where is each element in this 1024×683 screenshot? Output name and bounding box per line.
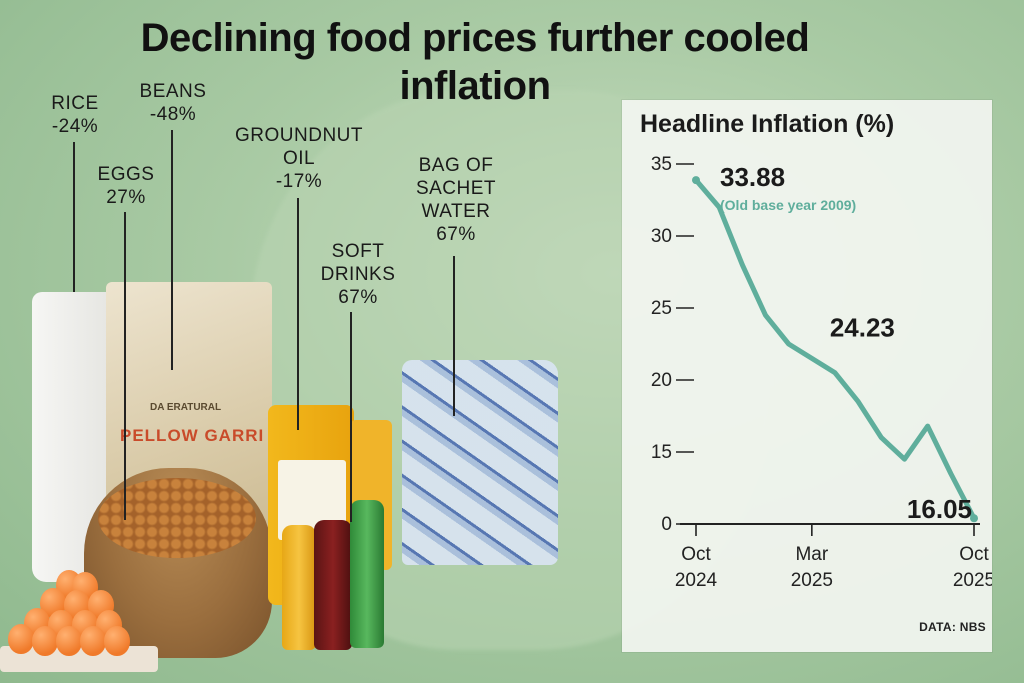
food-name: SOFT [331, 241, 385, 262]
x-tick-label: Mar [795, 544, 828, 565]
food-name-3: WATER [421, 201, 491, 222]
garri-label-text: PELLOW GARRI [120, 426, 265, 445]
garri-brand-text: DA ERATURAL [150, 402, 222, 413]
beans-image [98, 478, 256, 558]
x-tick-label: 2025 [791, 570, 833, 591]
leader-line-eggs [124, 212, 126, 520]
food-change: 67% [338, 287, 378, 308]
food-name-2: DRINKS [320, 264, 396, 285]
y-tick-label: 20 [651, 370, 672, 391]
food-label-soft-drinks: SOFT DRINKS 67% [312, 240, 404, 309]
headline-line-2: inflation [399, 64, 551, 108]
food-change: -24% [51, 116, 99, 137]
data-source: DATA: NBS [919, 620, 986, 634]
egg [104, 626, 130, 656]
data-label: 33.88 [720, 162, 785, 192]
headline-line-1: Declining food prices further cooled [140, 16, 810, 60]
data-label-note: (Old base year 2009) [720, 197, 856, 213]
food-label-eggs: EGGS 27% [86, 163, 166, 209]
food-name: GROUNDNUT [235, 125, 363, 146]
y-tick-label: 25 [651, 298, 672, 319]
data-point [692, 176, 700, 185]
food-name: RICE [51, 93, 99, 114]
eggs-image [0, 566, 158, 676]
food-name: BEANS [139, 81, 207, 102]
inflation-line-chart: 35 30 25 20 15 0 Oct 2024 Mar 2025 Oct 2025 33.88 (Ol… [651, 154, 992, 591]
x-tick-label: 2024 [675, 570, 718, 591]
egg [56, 626, 82, 656]
x-tick-label: Oct [681, 544, 711, 565]
food-name-2: SACHET [415, 178, 497, 199]
leader-line-rice [73, 142, 75, 292]
food-change: 27% [106, 187, 146, 208]
food-name-2: OIL [282, 148, 316, 169]
inflation-series-line [693, 177, 977, 521]
egg [32, 626, 58, 656]
y-tick-label: 30 [651, 226, 672, 247]
leader-line-beans [171, 130, 173, 370]
x-tick-label: Oct [959, 544, 989, 565]
soft-drink-bottle-red [314, 520, 352, 650]
chart-panel [622, 100, 992, 652]
y-tick-label: 35 [651, 154, 672, 175]
chart-title: Headline Inflation (%) [640, 110, 895, 138]
egg [80, 626, 106, 656]
sachet-water-bag-image [402, 360, 558, 565]
headline: Declining food prices further cooled inf… [60, 14, 890, 110]
food-change: -48% [149, 104, 197, 125]
y-tick-label: 0 [661, 514, 672, 535]
food-label-groundnut-oil: GROUNDNUT OIL -17% [218, 124, 380, 193]
food-label-beans: BEANS -48% [128, 80, 218, 126]
data-label: 16.05 [907, 494, 972, 524]
data-label: 24.23 [830, 312, 895, 342]
food-change: 67% [436, 224, 476, 245]
food-label-sachet-water: BAG OF SACHET WATER 67% [402, 154, 510, 246]
leader-line-soft-drinks [350, 312, 352, 522]
x-tick-label: 2025 [953, 570, 992, 591]
food-name: BAG OF [418, 155, 494, 176]
soft-drink-bottle-green [350, 500, 384, 648]
food-label-rice: RICE -24% [40, 92, 110, 138]
food-change: -17% [275, 171, 323, 192]
food-name: EGGS [97, 164, 155, 185]
data-point [970, 514, 978, 523]
leader-line-groundnut-oil [297, 198, 299, 430]
egg [8, 624, 34, 654]
y-tick-label: 15 [651, 442, 672, 463]
leader-line-sachet-water [453, 256, 455, 416]
soft-drink-bottle-yellow [282, 525, 316, 650]
